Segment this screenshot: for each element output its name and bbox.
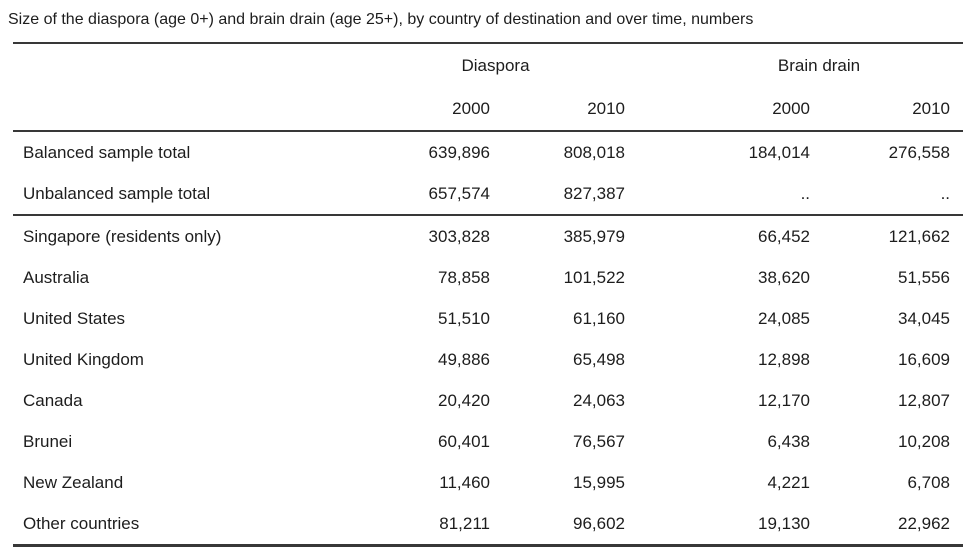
cell-diaspora-2010: 24,063 [573, 390, 626, 410]
cell-diaspora-2000: 81,211 [439, 513, 490, 533]
row-label: Canada [23, 390, 83, 410]
cell-brain-drain-2000: 19,130 [758, 513, 811, 533]
table-body: Balanced sample total 639,896 808,018 18… [13, 131, 964, 546]
row-label: Singapore (residents only) [23, 226, 222, 246]
table-row-united-kingdom: United Kingdom 49,886 65,498 12,898 16,6… [13, 339, 963, 380]
cell-brain-drain-2010: 51,556 [898, 267, 951, 287]
row-label: New Zealand [23, 472, 124, 492]
row-label: United States [23, 308, 126, 328]
cell-brain-drain-2010: 12,807 [898, 390, 951, 410]
cell-diaspora-2000: 49,886 [438, 349, 490, 369]
cell-diaspora-2000: 657,574 [428, 183, 490, 203]
cell-brain-drain-2010: 10,208 [898, 431, 951, 451]
year-header-brain-drain-2010: 2010 [912, 98, 951, 118]
cell-diaspora-2010: 101,522 [563, 267, 626, 287]
cell-brain-drain-2000: 66,452 [758, 226, 811, 246]
cell-diaspora-2010: 76,567 [573, 431, 626, 451]
cell-diaspora-2000: 78,858 [438, 267, 490, 287]
cell-brain-drain-2000: 4,221 [767, 472, 811, 492]
cell-diaspora-2010: 96,602 [573, 513, 626, 533]
cell-brain-drain-2000: 12,170 [758, 390, 811, 410]
column-group-header-row: Diaspora Brain drain [13, 43, 963, 87]
cell-diaspora-2010: 808,018 [563, 142, 626, 162]
cell-diaspora-2010: 61,160 [573, 308, 626, 328]
year-header-row: 2000 2010 2000 2010 [13, 87, 963, 131]
year-header-diaspora-2010: 2010 [587, 98, 626, 118]
cell-diaspora-2000: 60,401 [438, 431, 490, 451]
row-label: Unbalanced sample total [23, 183, 211, 203]
cell-brain-drain-2000: 24,085 [758, 308, 811, 328]
table-row-singapore: Singapore (residents only) 303,828 385,9… [13, 215, 963, 257]
row-label: Australia [23, 267, 90, 287]
column-group-brain-drain: Brain drain [777, 55, 861, 75]
table-row-new-zealand: New Zealand 11,460 15,995 4,221 6,708 [13, 462, 963, 503]
cell-diaspora-2010: 15,995 [573, 472, 626, 492]
table-row-united-states: United States 51,510 61,160 24,085 34,04… [13, 298, 963, 339]
cell-brain-drain-2000: .. [800, 183, 811, 203]
cell-diaspora-2000: 20,420 [438, 390, 490, 410]
table-row-balanced-total: Balanced sample total 639,896 808,018 18… [13, 131, 963, 173]
table-caption: Size of the diaspora (age 0+) and brain … [8, 11, 754, 28]
corner-empty-cell [13, 87, 353, 131]
cell-brain-drain-2010: 22,962 [898, 513, 951, 533]
cell-brain-drain-2010: 121,662 [888, 226, 951, 246]
row-label: Brunei [23, 431, 73, 451]
cell-brain-drain-2000: 38,620 [758, 267, 811, 287]
table-row-canada: Canada 20,420 24,063 12,170 12,807 [13, 380, 963, 421]
cell-diaspora-2000: 51,510 [438, 308, 490, 328]
year-header-diaspora-2000: 2000 [452, 98, 490, 118]
cell-brain-drain-2010: 276,558 [888, 142, 951, 162]
table-row-unbalanced-total: Unbalanced sample total 657,574 827,387 … [13, 173, 964, 215]
row-label: United Kingdom [23, 349, 144, 369]
cell-diaspora-2010: 385,979 [563, 226, 626, 246]
cell-brain-drain-2010: 16,609 [898, 349, 951, 369]
table-row-brunei: Brunei 60,401 76,567 6,438 10,208 [13, 421, 963, 462]
cell-brain-drain-2010: .. [940, 183, 951, 203]
table-row-australia: Australia 78,858 101,522 38,620 51,556 [13, 257, 963, 298]
cell-brain-drain-2010: 34,045 [898, 308, 951, 328]
cell-diaspora-2000: 303,828 [428, 226, 490, 246]
cell-diaspora-2000: 639,896 [428, 142, 490, 162]
cell-brain-drain-2000: 184,014 [748, 142, 811, 162]
year-header-brain-drain-2000: 2000 [772, 98, 811, 118]
diaspora-brain-drain-table: Diaspora Brain drain 2000 2010 2000 2010… [13, 42, 964, 547]
cell-brain-drain-2000: 6,438 [767, 431, 811, 451]
corner-empty-cell [13, 43, 353, 87]
cell-diaspora-2010: 827,387 [563, 183, 626, 203]
cell-brain-drain-2010: 6,708 [907, 472, 951, 492]
cell-diaspora-2000: 11,460 [439, 472, 490, 492]
table-header: Diaspora Brain drain 2000 2010 2000 2010 [13, 43, 964, 131]
row-label: Other countries [23, 513, 140, 533]
cell-brain-drain-2000: 12,898 [758, 349, 811, 369]
cell-diaspora-2010: 65,498 [573, 349, 626, 369]
table-row-other-countries: Other countries 81,211 96,602 19,130 22,… [13, 503, 963, 546]
column-group-diaspora: Diaspora [461, 55, 530, 75]
row-label: Balanced sample total [23, 142, 191, 162]
